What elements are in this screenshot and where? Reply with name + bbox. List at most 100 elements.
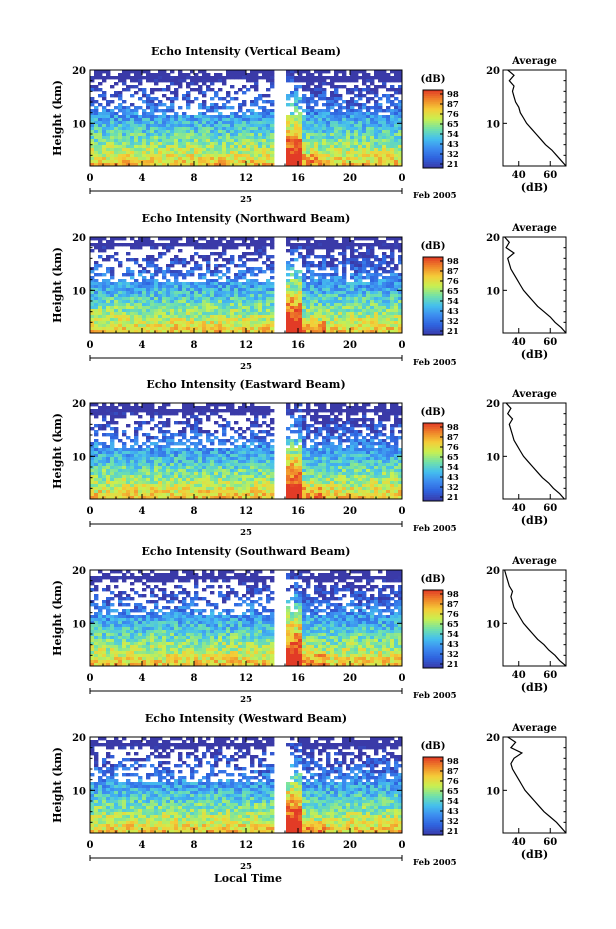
heatmap-cell [254, 115, 259, 119]
heatmap-cell [254, 139, 259, 143]
heatmap-cell [122, 306, 127, 310]
heatmap-cell [126, 291, 131, 295]
heatmap-cell [290, 288, 295, 292]
heatmap-cell [350, 100, 355, 104]
heatmap-cell [242, 273, 247, 277]
heatmap-cell [142, 306, 147, 310]
heatmap-cell [386, 294, 391, 298]
heatmap-cell [102, 403, 107, 407]
heatmap-cell [294, 258, 299, 262]
heatmap-cell [298, 424, 303, 428]
heatmap-cell [90, 285, 95, 289]
heatmap-cell [386, 418, 391, 422]
heatmap-cell [242, 127, 247, 131]
average-x-label: (dB) [521, 348, 548, 361]
heatmap-cell [194, 330, 199, 334]
heatmap-cell [106, 312, 111, 316]
heatmap-cell [254, 412, 259, 416]
heatmap-cell [314, 330, 319, 334]
heatmap-cell [170, 409, 175, 413]
heatmap-cell [358, 94, 363, 98]
heatmap-cell [382, 94, 387, 98]
heatmap-cell [158, 237, 163, 241]
heatmap-cell [270, 136, 275, 140]
heatmap-cell [198, 237, 203, 241]
heatmap-cell [290, 246, 295, 250]
heatmap-cell [214, 163, 219, 167]
heatmap-cell [390, 267, 395, 271]
heatmap-cell [118, 327, 123, 331]
heatmap-cell [350, 252, 355, 256]
heatmap-cell [382, 409, 387, 413]
heatmap-cell [142, 297, 147, 301]
heatmap-cell [190, 237, 195, 241]
heatmap-cell [314, 264, 319, 268]
heatmap-cell [254, 82, 259, 86]
heatmap-cell [174, 294, 179, 298]
heatmap-cell [326, 321, 331, 325]
heatmap-cell [398, 237, 403, 241]
heatmap-cell [182, 258, 187, 262]
heatmap-cell [222, 318, 227, 322]
heatmap-cell [218, 327, 223, 331]
heatmap-cell [310, 76, 315, 80]
heatmap-cell [358, 418, 363, 422]
heatmap-cell [338, 252, 343, 256]
heatmap-cell [182, 318, 187, 322]
heatmap-cell [374, 321, 379, 325]
heatmap-cell [322, 285, 327, 289]
heatmap-cell [346, 139, 351, 143]
heatmap-cell [266, 288, 271, 292]
heatmap-cell [298, 124, 303, 128]
heatmap-cell [178, 273, 183, 277]
heatmap-cell [114, 252, 119, 256]
colorbar-segment [423, 280, 443, 283]
heatmap-cell [394, 243, 399, 247]
heatmap-cell [238, 133, 243, 137]
heatmap-cell [110, 276, 115, 280]
heatmap-cell [214, 246, 219, 250]
heatmap-cell [330, 115, 335, 119]
heatmap-cell [306, 151, 311, 155]
heatmap-cell [382, 321, 387, 325]
heatmap-cell [350, 439, 355, 443]
heatmap-cell [234, 133, 239, 137]
heatmap-cell [170, 148, 175, 152]
heatmap-cell [386, 264, 391, 268]
heatmap-cell [102, 127, 107, 131]
heatmap-cell [118, 148, 123, 152]
heatmap-cell [150, 157, 155, 161]
heatmap-cell [394, 294, 399, 298]
heatmap-cell [302, 303, 307, 307]
heatmap-cell [258, 324, 263, 328]
heatmap-cell [318, 285, 323, 289]
heatmap-cell [214, 106, 219, 110]
heatmap-cell [198, 160, 203, 164]
heatmap-cell [394, 76, 399, 80]
heatmap-cell [110, 445, 115, 449]
colorbar-segment [423, 117, 443, 120]
heatmap-cell [366, 100, 371, 104]
heatmap-cell [102, 76, 107, 80]
heatmap-cell [310, 306, 315, 310]
heatmap-cell [362, 288, 367, 292]
heatmap-cell [114, 118, 119, 122]
heatmap-cell [154, 157, 159, 161]
heatmap-cell [382, 324, 387, 328]
heatmap-cell [310, 279, 315, 283]
heatmap-cell [150, 109, 155, 113]
heatmap-cell [346, 312, 351, 316]
heatmap-cell [266, 285, 271, 289]
heatmap-cell [90, 330, 95, 334]
heatmap-cell [314, 291, 319, 295]
heatmap-cell [366, 79, 371, 83]
heatmap-cell [306, 297, 311, 301]
heatmap-cell [106, 282, 111, 286]
colorbar-segment [423, 296, 443, 299]
heatmap-cell [398, 73, 403, 77]
heatmap-cell [382, 418, 387, 422]
heatmap-cell [394, 121, 399, 125]
heatmap-cell [382, 285, 387, 289]
heatmap-cell [286, 148, 291, 152]
